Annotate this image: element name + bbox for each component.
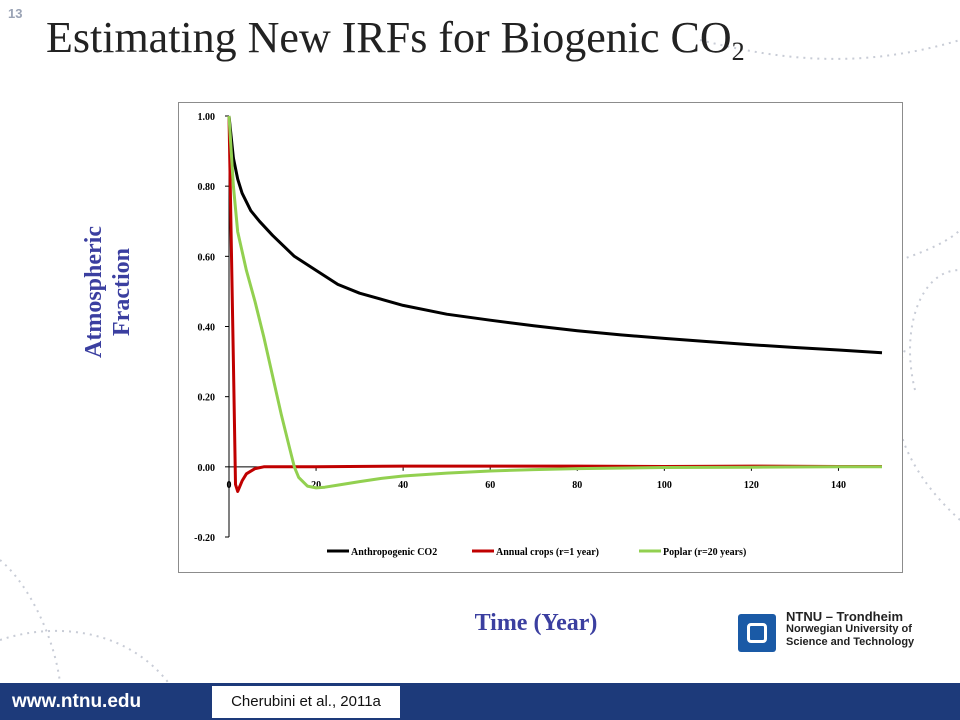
legend-label-1: Annual crops (r=1 year) — [496, 547, 599, 558]
ntnu-logo-text: NTNU – Trondheim Norwegian University of… — [786, 610, 914, 649]
y-tick-label: 0.40 — [198, 323, 216, 334]
y-tick-label: 1.00 — [198, 112, 216, 123]
citation-box: Cherubini et al., 2011a — [212, 686, 400, 718]
y-tick-label: 0.20 — [198, 393, 216, 404]
logo-line1: NTNU – Trondheim — [786, 609, 904, 624]
x-tick-label: 100 — [657, 480, 672, 491]
slide-title-main: Estimating New IRFs for Biogenic CO — [46, 13, 732, 62]
y-tick-label: 0.80 — [198, 182, 216, 193]
y-tick-label: 0.60 — [198, 252, 216, 263]
series-line-2 — [227, 115, 882, 490]
series-line-0 — [227, 115, 883, 355]
ntnu-logo-icon — [738, 614, 776, 652]
y-tick-label: -0.20 — [194, 533, 215, 544]
x-tick-label: 80 — [572, 480, 582, 491]
y-axis-label-line1: Atmospheric — [81, 226, 107, 358]
logo-line3: Science and Technology — [786, 636, 915, 648]
line-chart: 1.00 0.80 0.60 0.40 0.20 0.00 -0.20 0 20 40 60 80 10… — [194, 112, 883, 558]
y-axis-label: Atmospheric Fraction — [80, 226, 136, 358]
slide-title: Estimating New IRFs for Biogenic CO2 — [46, 12, 745, 67]
chart-frame: 1.00 0.80 0.60 0.40 0.20 0.00 -0.20 0 20 40 60 80 10… — [178, 102, 903, 573]
x-tick-label: 120 — [744, 480, 759, 491]
footer-bar: www.ntnu.edu — [0, 683, 960, 720]
x-tick-label: 140 — [831, 480, 846, 491]
series-line-1 — [227, 115, 882, 493]
x-tick-label: 60 — [485, 480, 495, 491]
x-axis-label: Time (Year) — [474, 610, 598, 636]
footer-url[interactable]: www.ntnu.edu — [12, 691, 142, 712]
y-axis-label-line2: Fraction — [109, 248, 135, 336]
slide-title-subscript: 2 — [731, 37, 745, 66]
logo-line2: Norwegian University of — [786, 623, 912, 635]
x-tick-label: 20 — [311, 480, 321, 491]
slide-number: 13 — [8, 6, 23, 21]
y-tick-label: 0.00 — [198, 463, 216, 474]
x-tick-label: 0 — [227, 480, 232, 491]
x-tick-label: 40 — [398, 480, 408, 491]
legend-label-0: Anthropogenic CO2 — [351, 547, 437, 558]
legend-label-2: Poplar (r=20 years) — [663, 547, 746, 558]
